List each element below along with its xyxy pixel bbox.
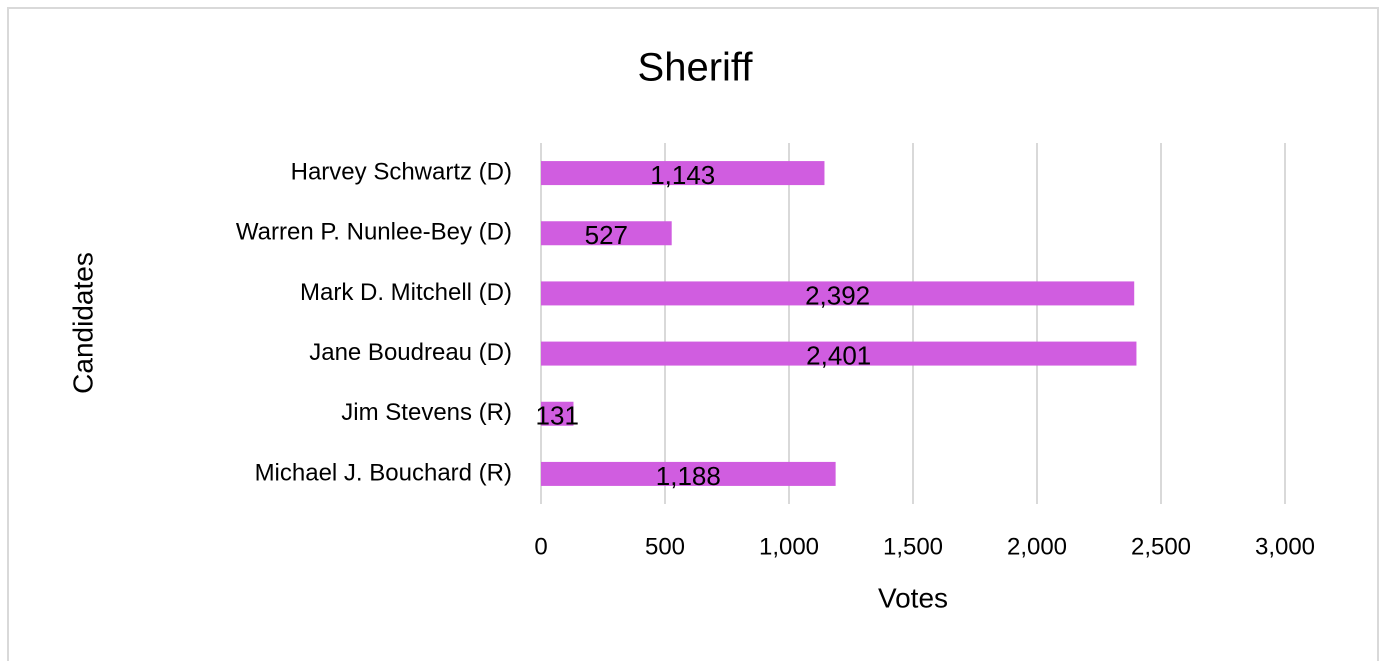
y-tick-label: Michael J. Bouchard (R) xyxy=(255,459,512,486)
x-tick-label: 1,000 xyxy=(759,533,819,560)
chart-title: Sheriff xyxy=(638,46,754,90)
y-tick-label: Harvey Schwartz (D) xyxy=(291,158,512,185)
x-tick-label: 0 xyxy=(534,533,547,560)
data-label: 1,143 xyxy=(650,160,715,190)
data-label: 131 xyxy=(536,401,579,431)
x-tick-label: 3,000 xyxy=(1255,533,1315,560)
data-label: 527 xyxy=(585,220,628,250)
y-axis-title: Candidates xyxy=(67,252,98,394)
chart-frame xyxy=(7,7,1379,661)
data-label: 1,188 xyxy=(656,461,721,491)
bar xyxy=(541,341,1137,366)
y-tick-label: Warren P. Nunlee-Bey (D) xyxy=(236,219,512,246)
data-label: 2,401 xyxy=(806,340,871,370)
x-tick-label: 1,500 xyxy=(883,533,943,560)
x-axis-title: Votes xyxy=(878,582,948,613)
bar xyxy=(541,281,1135,306)
bar xyxy=(541,161,825,186)
y-tick-label: Mark D. Mitchell (D) xyxy=(300,279,512,306)
bar xyxy=(541,401,574,426)
bar xyxy=(541,221,672,246)
x-tick-label: 2,500 xyxy=(1131,533,1191,560)
bar xyxy=(541,461,836,486)
x-tick-label: 2,000 xyxy=(1007,533,1067,560)
y-tick-label: Jane Boudreau (D) xyxy=(309,339,512,366)
y-tick-label: Jim Stevens (R) xyxy=(341,399,512,426)
data-label: 2,392 xyxy=(805,280,870,310)
x-tick-label: 500 xyxy=(645,533,685,560)
